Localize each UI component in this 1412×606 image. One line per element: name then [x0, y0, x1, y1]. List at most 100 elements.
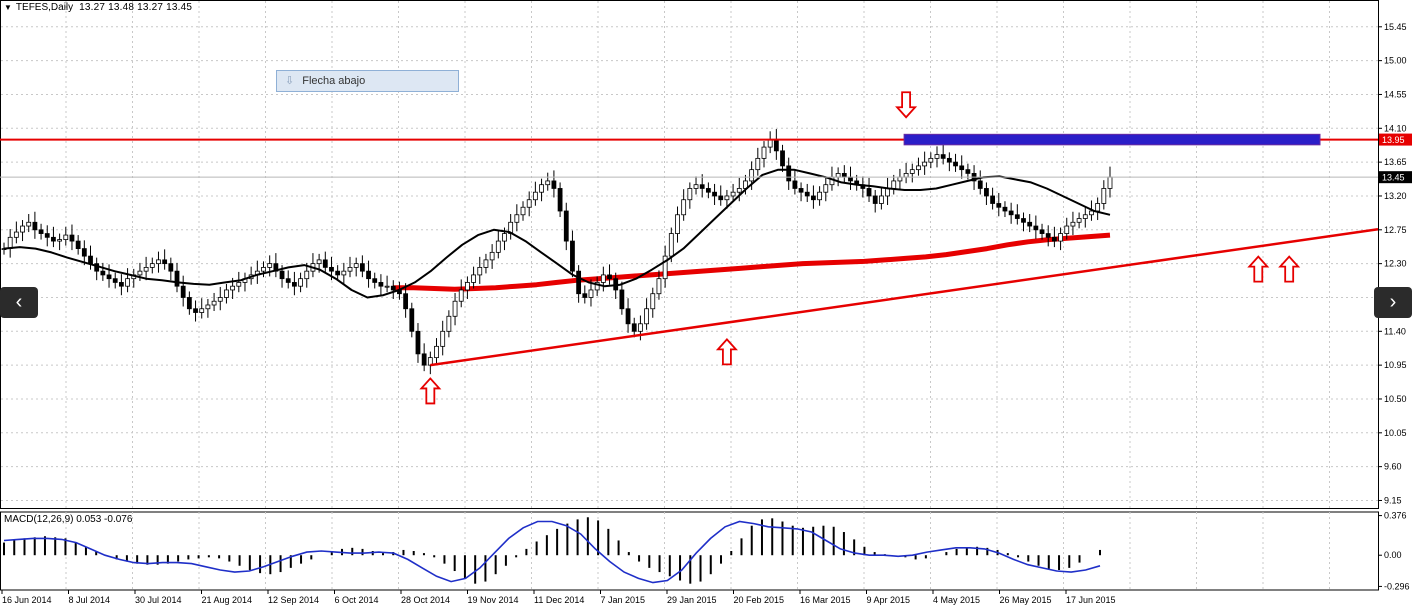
- candle: [372, 272, 378, 289]
- candle-body: [502, 233, 507, 242]
- candle: [13, 221, 19, 244]
- candle-body: [372, 278, 378, 283]
- candle: [341, 262, 347, 284]
- candle-body: [106, 274, 112, 280]
- candle: [600, 266, 606, 292]
- candle: [434, 338, 439, 364]
- current-label-bg: [1379, 171, 1412, 184]
- candle-body: [378, 282, 384, 287]
- candle-body: [594, 282, 600, 291]
- candle-body: [681, 199, 687, 216]
- candle-body: [1027, 221, 1033, 227]
- candle: [254, 260, 260, 284]
- candle-body: [1101, 188, 1107, 204]
- tooltip-label: Flecha abajo: [302, 75, 366, 87]
- candle-body: [878, 195, 884, 204]
- candle: [940, 144, 946, 165]
- candle-body: [1051, 236, 1057, 242]
- candle: [576, 265, 582, 303]
- candle: [69, 224, 75, 251]
- arrow-down-icon: [895, 91, 918, 119]
- current-label-text: 13.45: [1382, 173, 1405, 183]
- symbol-label: TEFES,Daily: [15, 2, 74, 13]
- dropdown-triangle-icon[interactable]: ▼: [4, 3, 12, 12]
- candle: [217, 286, 223, 311]
- time-tick-label: 11 Dec 2014: [534, 595, 584, 605]
- candle: [118, 274, 124, 296]
- candle: [508, 214, 514, 240]
- candle-body: [199, 308, 205, 313]
- candle: [211, 292, 217, 312]
- time-tick-label: 21 Aug 2014: [202, 595, 253, 605]
- candle: [916, 157, 921, 176]
- moving-average-long: [393, 232, 1111, 292]
- candle-body: [990, 195, 996, 204]
- time-tick-label: 26 May 2015: [1000, 595, 1052, 605]
- candle-body: [458, 289, 464, 302]
- candle-body: [909, 169, 915, 174]
- candle: [582, 285, 588, 304]
- candle-body: [835, 173, 841, 178]
- candle-body: [100, 270, 106, 276]
- candle-body: [1058, 233, 1063, 242]
- price-tick-label: 11.40: [1384, 326, 1406, 336]
- candle-body: [668, 233, 674, 257]
- candle-body: [38, 229, 44, 234]
- price-levels: 13.95 13.45: [0, 133, 1412, 367]
- candle-body: [916, 165, 921, 171]
- candle-body: [186, 297, 192, 310]
- candle-body: [699, 184, 705, 189]
- candle: [310, 253, 316, 278]
- candle-body: [193, 308, 198, 313]
- candle: [427, 351, 433, 375]
- candle: [205, 298, 211, 318]
- candle: [1082, 206, 1088, 228]
- candle: [32, 211, 38, 239]
- short-ma-line: [3, 168, 1111, 299]
- prev-slide-button[interactable]: ‹: [0, 287, 38, 318]
- price-tick-label: 13.65: [1384, 157, 1407, 167]
- time-tick-label: 9 Apr 2015: [867, 595, 911, 605]
- candle-body: [403, 293, 409, 310]
- candle-body: [687, 188, 693, 201]
- candle: [638, 315, 643, 341]
- moving-average-short: [3, 168, 1111, 299]
- candle-body: [285, 278, 291, 283]
- arrow-up-icon: [1247, 255, 1270, 283]
- candle-body: [662, 255, 668, 280]
- price-tick-label: 10.95: [1384, 360, 1407, 370]
- candle: [162, 249, 168, 270]
- macd-panel-frame: [0, 511, 1379, 591]
- candle: [841, 165, 847, 184]
- candle-body: [279, 270, 285, 280]
- time-tick-label: 30 Jul 2014: [135, 595, 182, 605]
- candle: [180, 275, 186, 307]
- candle: [1033, 215, 1039, 239]
- candle: [88, 245, 93, 270]
- candle-body: [712, 191, 717, 197]
- candle: [959, 155, 965, 179]
- candle: [261, 261, 266, 278]
- candle: [928, 152, 934, 169]
- candle-body: [298, 278, 303, 287]
- candle: [1045, 225, 1051, 247]
- candle: [736, 177, 742, 202]
- candle: [594, 276, 600, 296]
- candle-body: [489, 251, 495, 261]
- next-slide-button[interactable]: ›: [1374, 287, 1412, 318]
- candle: [977, 170, 983, 195]
- candle-body: [582, 293, 588, 298]
- price-candles: [1, 129, 1113, 375]
- candle: [539, 178, 544, 202]
- candle: [872, 189, 878, 213]
- chart-title: ▼ TEFES,Daily 13.27 13.48 13.27 13.45: [4, 2, 192, 13]
- candle: [378, 274, 384, 296]
- candle: [1058, 227, 1063, 251]
- candle-body: [20, 225, 25, 233]
- candle-body: [446, 315, 452, 332]
- candle-body: [13, 231, 19, 238]
- candle-body: [823, 184, 829, 193]
- macd-tick-label: 0.00: [1384, 550, 1402, 560]
- candle-body: [1002, 206, 1008, 212]
- candle: [860, 176, 866, 198]
